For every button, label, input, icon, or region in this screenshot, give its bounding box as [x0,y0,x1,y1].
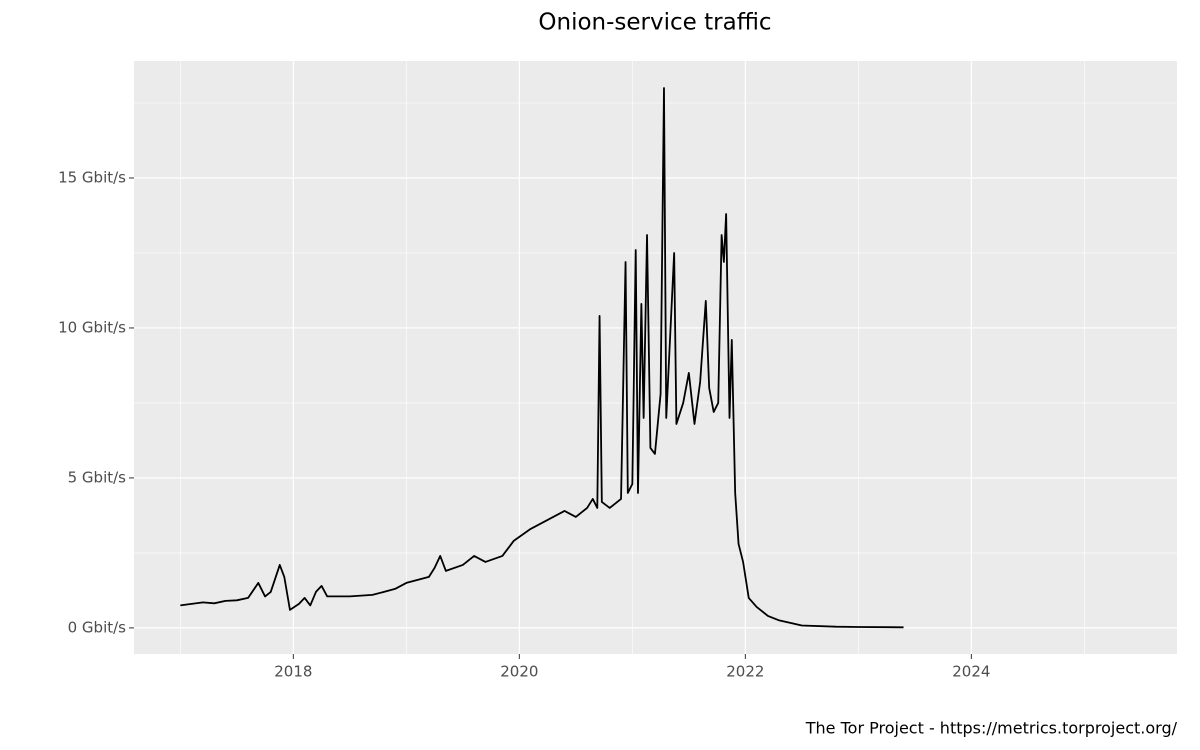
y-tick-label: 0 Gbit/s [68,618,127,636]
y-tick-label: 15 Gbit/s [58,168,126,186]
caption: The Tor Project - https://metrics.torpro… [805,719,1178,738]
y-tick-label: 10 Gbit/s [58,318,126,336]
panel [134,61,1177,654]
chart-title: Onion-service traffic [538,10,771,36]
y-tick-label: 5 Gbit/s [68,468,127,486]
x-tick-label: 2022 [726,663,764,681]
x-tick-label: 2020 [500,663,538,681]
data-line [180,87,904,629]
x-tick-label: 2024 [952,663,990,681]
x-tick-label: 2018 [274,663,312,681]
